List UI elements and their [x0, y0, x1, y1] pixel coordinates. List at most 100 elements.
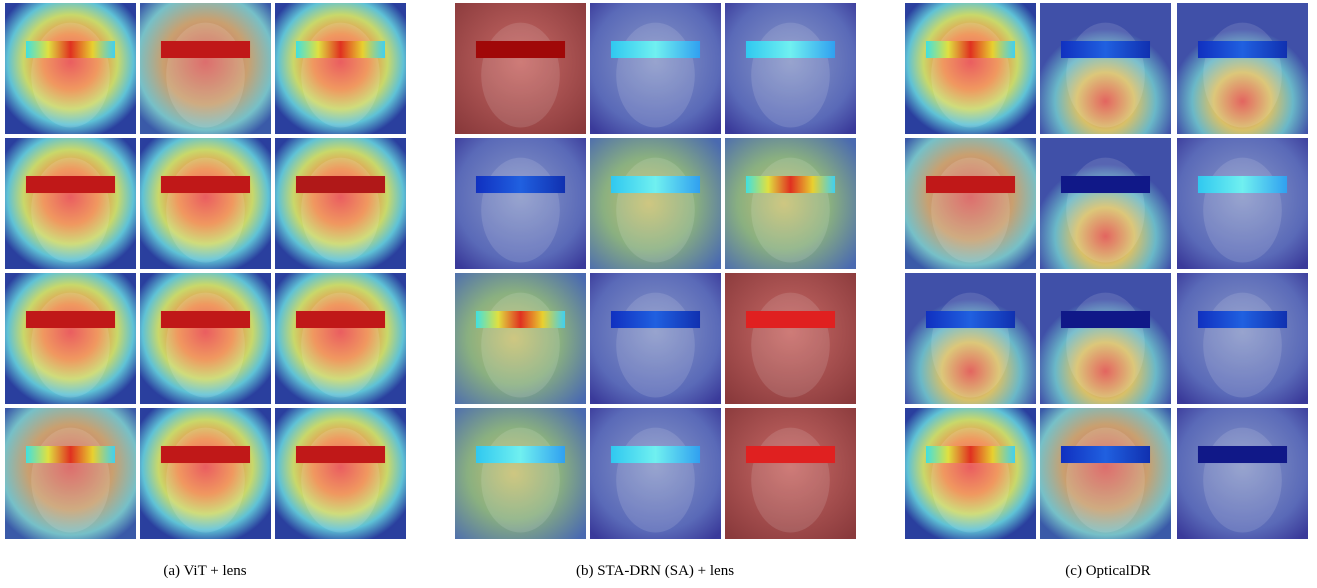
- eye-mask: [746, 311, 835, 328]
- face: [166, 23, 245, 128]
- eye-mask: [1061, 311, 1150, 328]
- eye-mask: [161, 41, 250, 58]
- face: [616, 293, 695, 398]
- face: [1203, 23, 1282, 128]
- heatmap-tile: [140, 273, 271, 404]
- face: [751, 428, 830, 533]
- eye-mask: [1198, 446, 1287, 463]
- heatmap-tile: [590, 138, 721, 269]
- heatmap-tile: [275, 3, 406, 134]
- panel-caption: (a) ViT + lens: [163, 563, 246, 579]
- eye-mask: [611, 41, 700, 58]
- eye-mask: [746, 41, 835, 58]
- heatmap-tile: [590, 273, 721, 404]
- face: [931, 23, 1010, 128]
- heatmap-tile: [725, 138, 856, 269]
- eye-mask: [926, 41, 1015, 58]
- eye-mask: [611, 176, 700, 193]
- eye-mask: [746, 446, 835, 463]
- face: [931, 428, 1010, 533]
- heatmap-tile: [1040, 273, 1171, 404]
- face: [481, 23, 560, 128]
- heatmap-tile: [455, 138, 586, 269]
- eye-mask: [161, 311, 250, 328]
- face: [931, 293, 1010, 398]
- eye-mask: [1061, 446, 1150, 463]
- heatmap-tile: [275, 273, 406, 404]
- heatmap-tile: [1040, 408, 1171, 539]
- face: [1066, 158, 1145, 263]
- eye-mask: [1198, 311, 1287, 328]
- heatmap-tile: [1177, 273, 1308, 404]
- face: [751, 158, 830, 263]
- heatmap-tile: [275, 408, 406, 539]
- heatmap-tile: [5, 3, 136, 134]
- eye-mask: [476, 311, 565, 328]
- face: [31, 158, 110, 263]
- heatmap-tile: [905, 408, 1036, 539]
- face: [616, 158, 695, 263]
- panel-caption: (c) OpticalDR: [1065, 563, 1150, 579]
- face: [1066, 293, 1145, 398]
- eye-mask: [1061, 41, 1150, 58]
- face: [1203, 293, 1282, 398]
- face: [481, 158, 560, 263]
- eye-mask: [926, 311, 1015, 328]
- eye-mask: [926, 176, 1015, 193]
- eye-mask: [1198, 41, 1287, 58]
- eye-mask: [26, 41, 115, 58]
- face: [31, 428, 110, 533]
- face: [301, 293, 380, 398]
- heatmap-tile: [140, 408, 271, 539]
- eye-mask: [296, 176, 385, 193]
- heatmap-tile: [5, 408, 136, 539]
- heatmap-tile: [905, 138, 1036, 269]
- eye-mask: [476, 41, 565, 58]
- heatmap-tile: [5, 138, 136, 269]
- eye-mask: [296, 311, 385, 328]
- heatmap-tile: [1177, 138, 1308, 269]
- face: [1203, 428, 1282, 533]
- heatmap-tile: [455, 3, 586, 134]
- eye-mask: [926, 446, 1015, 463]
- eye-mask: [1198, 176, 1287, 193]
- heatmap-tile: [275, 138, 406, 269]
- heatmap-tile: [1177, 408, 1308, 539]
- heatmap-tile: [1040, 3, 1171, 134]
- figure: (a) ViT + lens (b) STA-DRN (SA) + lens (…: [0, 0, 1317, 588]
- face: [481, 428, 560, 533]
- panel-caption: (b) STA-DRN (SA) + lens: [576, 563, 734, 579]
- face: [481, 293, 560, 398]
- face: [751, 293, 830, 398]
- heatmap-tile: [455, 273, 586, 404]
- heatmap-tile: [905, 273, 1036, 404]
- face: [1203, 158, 1282, 263]
- heatmap-tile: [1040, 138, 1171, 269]
- eye-mask: [26, 176, 115, 193]
- eye-mask: [26, 446, 115, 463]
- heatmap-tile: [725, 273, 856, 404]
- face: [166, 293, 245, 398]
- face: [1066, 428, 1145, 533]
- heatmap-tile: [140, 3, 271, 134]
- face: [301, 23, 380, 128]
- eye-mask: [296, 446, 385, 463]
- eye-mask: [746, 176, 835, 193]
- eye-mask: [26, 311, 115, 328]
- heatmap-tile: [725, 408, 856, 539]
- eye-mask: [161, 176, 250, 193]
- face: [166, 428, 245, 533]
- heatmap-tile: [590, 3, 721, 134]
- eye-mask: [1061, 176, 1150, 193]
- heatmap-tile: [1177, 3, 1308, 134]
- eye-mask: [296, 41, 385, 58]
- heatmap-tile: [905, 3, 1036, 134]
- face: [1066, 23, 1145, 128]
- heatmap-tile: [140, 138, 271, 269]
- heatmap-tile: [725, 3, 856, 134]
- face: [31, 293, 110, 398]
- face: [616, 23, 695, 128]
- eye-mask: [476, 446, 565, 463]
- face: [31, 23, 110, 128]
- heatmap-tile: [455, 408, 586, 539]
